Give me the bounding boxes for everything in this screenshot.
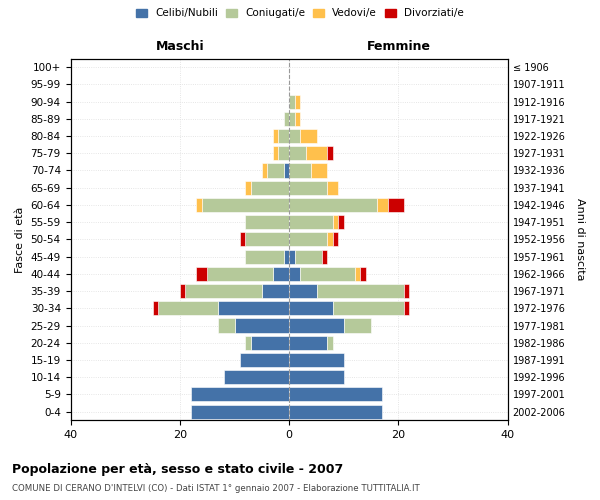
- Bar: [240, 353, 289, 367]
- Bar: [158, 301, 218, 316]
- Bar: [251, 336, 289, 350]
- Bar: [295, 250, 322, 264]
- Bar: [245, 232, 289, 246]
- Bar: [245, 215, 289, 229]
- Bar: [180, 284, 185, 298]
- Bar: [289, 232, 328, 246]
- Bar: [273, 267, 289, 281]
- Text: Popolazione per età, sesso e stato civile - 2007: Popolazione per età, sesso e stato civil…: [12, 462, 343, 475]
- Bar: [355, 267, 360, 281]
- Bar: [289, 250, 295, 264]
- Bar: [300, 129, 317, 143]
- Bar: [289, 129, 300, 143]
- Bar: [328, 146, 333, 160]
- Bar: [328, 336, 333, 350]
- Bar: [284, 250, 289, 264]
- Bar: [240, 232, 245, 246]
- Bar: [289, 146, 305, 160]
- Bar: [311, 164, 328, 177]
- Bar: [289, 336, 328, 350]
- Bar: [245, 180, 251, 195]
- Bar: [185, 284, 262, 298]
- Bar: [328, 232, 333, 246]
- Bar: [317, 284, 404, 298]
- Bar: [289, 198, 377, 212]
- Bar: [300, 267, 355, 281]
- Bar: [338, 215, 344, 229]
- Bar: [289, 164, 311, 177]
- Bar: [273, 146, 278, 160]
- Bar: [333, 301, 404, 316]
- Bar: [278, 129, 289, 143]
- Bar: [289, 267, 300, 281]
- Bar: [289, 301, 333, 316]
- Bar: [218, 318, 235, 332]
- Bar: [284, 164, 289, 177]
- Bar: [289, 388, 382, 402]
- Bar: [289, 215, 333, 229]
- Bar: [404, 284, 409, 298]
- Bar: [273, 129, 278, 143]
- Bar: [278, 146, 289, 160]
- Bar: [328, 180, 338, 195]
- Bar: [245, 250, 284, 264]
- Bar: [305, 146, 328, 160]
- Bar: [218, 301, 289, 316]
- Bar: [262, 164, 268, 177]
- Bar: [289, 353, 344, 367]
- Bar: [224, 370, 289, 384]
- Bar: [289, 370, 344, 384]
- Bar: [295, 112, 300, 126]
- Bar: [284, 112, 289, 126]
- Bar: [404, 301, 409, 316]
- Bar: [251, 180, 289, 195]
- Bar: [196, 267, 207, 281]
- Bar: [333, 232, 338, 246]
- Bar: [289, 318, 344, 332]
- Bar: [207, 267, 273, 281]
- Bar: [191, 388, 289, 402]
- Bar: [295, 94, 300, 108]
- Bar: [289, 404, 382, 418]
- Bar: [289, 94, 295, 108]
- Y-axis label: Fasce di età: Fasce di età: [15, 206, 25, 272]
- Text: Maschi: Maschi: [155, 40, 204, 54]
- Bar: [289, 180, 328, 195]
- Bar: [388, 198, 404, 212]
- Bar: [333, 215, 338, 229]
- Bar: [196, 198, 202, 212]
- Text: COMUNE DI CERANO D'INTELVI (CO) - Dati ISTAT 1° gennaio 2007 - Elaborazione TUTT: COMUNE DI CERANO D'INTELVI (CO) - Dati I…: [12, 484, 420, 493]
- Bar: [245, 336, 251, 350]
- Bar: [268, 164, 284, 177]
- Bar: [322, 250, 328, 264]
- Legend: Celibi/Nubili, Coniugati/e, Vedovi/e, Divorziati/e: Celibi/Nubili, Coniugati/e, Vedovi/e, Di…: [133, 5, 467, 21]
- Text: Femmine: Femmine: [367, 40, 430, 54]
- Bar: [235, 318, 289, 332]
- Bar: [377, 198, 388, 212]
- Bar: [191, 404, 289, 418]
- Bar: [152, 301, 158, 316]
- Bar: [202, 198, 289, 212]
- Bar: [289, 284, 317, 298]
- Bar: [289, 112, 295, 126]
- Bar: [344, 318, 371, 332]
- Y-axis label: Anni di nascita: Anni di nascita: [575, 198, 585, 280]
- Bar: [360, 267, 365, 281]
- Bar: [262, 284, 289, 298]
